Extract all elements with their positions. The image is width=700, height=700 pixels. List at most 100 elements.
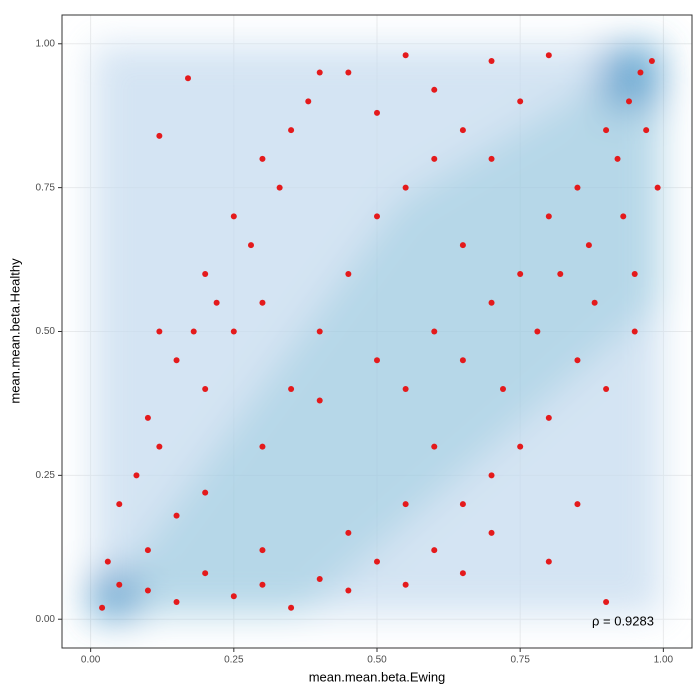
point <box>248 242 254 249</box>
y-tick-label: 1.00 <box>36 38 56 49</box>
point <box>259 581 266 588</box>
point <box>488 155 495 162</box>
point <box>431 155 438 162</box>
points <box>99 52 661 611</box>
point <box>345 69 352 76</box>
point <box>459 501 466 508</box>
point <box>202 386 209 393</box>
y-tick-label: 0.25 <box>36 470 56 481</box>
point <box>545 213 552 220</box>
point <box>488 472 495 479</box>
point <box>574 501 581 508</box>
point <box>345 529 352 536</box>
x-tick-label: 0.75 <box>510 655 530 666</box>
point <box>345 587 352 594</box>
point <box>431 328 438 335</box>
y-tick-label: 0.00 <box>36 614 56 625</box>
x-axis-title: mean.mean.beta.Ewing <box>309 669 446 684</box>
point <box>374 558 380 565</box>
point <box>574 357 581 364</box>
point <box>288 386 295 393</box>
point <box>116 581 123 588</box>
x-tick-label: 0.50 <box>367 655 387 666</box>
point <box>202 489 209 496</box>
point <box>545 52 552 59</box>
point <box>276 184 283 191</box>
point <box>230 213 237 220</box>
point <box>545 558 552 565</box>
point <box>173 598 180 605</box>
point <box>288 127 295 134</box>
point <box>631 270 638 277</box>
point <box>603 598 610 605</box>
point <box>173 512 180 519</box>
point <box>190 328 197 335</box>
point <box>459 357 466 364</box>
point <box>374 357 380 364</box>
point <box>99 604 106 611</box>
x-tick-label: 0.00 <box>81 655 101 666</box>
point <box>402 501 409 508</box>
point <box>603 386 610 393</box>
point <box>631 328 638 335</box>
point <box>517 98 524 105</box>
point <box>156 328 163 335</box>
point <box>603 127 610 134</box>
point <box>316 328 323 335</box>
point <box>156 132 163 139</box>
point <box>654 184 661 191</box>
point <box>431 547 438 554</box>
point <box>288 604 295 611</box>
point <box>374 213 380 220</box>
point <box>305 98 312 105</box>
point <box>202 570 209 577</box>
point <box>402 184 409 191</box>
point <box>614 155 621 162</box>
point <box>402 581 409 588</box>
point <box>259 155 266 162</box>
point <box>202 270 209 277</box>
point <box>144 547 151 554</box>
point <box>104 558 111 565</box>
point <box>156 443 163 450</box>
point <box>316 397 323 404</box>
point <box>133 472 140 479</box>
point <box>431 443 438 450</box>
point <box>374 109 380 116</box>
point <box>459 127 466 134</box>
point <box>643 127 650 134</box>
point <box>213 299 220 306</box>
point <box>402 386 409 393</box>
x-tick-label: 1.00 <box>654 655 674 666</box>
point <box>574 184 581 191</box>
point <box>500 386 506 393</box>
point <box>545 414 552 421</box>
point <box>116 501 123 508</box>
point <box>144 414 151 421</box>
point <box>259 547 266 554</box>
point <box>316 69 323 76</box>
point <box>173 357 180 364</box>
x-tick-label: 0.25 <box>224 655 244 666</box>
point <box>648 58 655 65</box>
y-tick-label: 0.75 <box>36 182 56 193</box>
point <box>626 98 632 105</box>
density <box>90 45 662 620</box>
point <box>620 213 627 220</box>
point <box>591 299 598 306</box>
point <box>557 270 564 277</box>
point <box>637 69 644 76</box>
point <box>488 529 495 536</box>
point <box>488 299 495 306</box>
point <box>431 86 438 93</box>
annotation: ρ = 0.9283 <box>592 613 654 628</box>
point <box>534 328 541 335</box>
point <box>459 242 466 249</box>
point <box>517 270 524 277</box>
point <box>259 443 266 450</box>
point <box>585 242 592 249</box>
point <box>402 52 409 59</box>
point <box>488 58 495 65</box>
point <box>316 575 323 582</box>
